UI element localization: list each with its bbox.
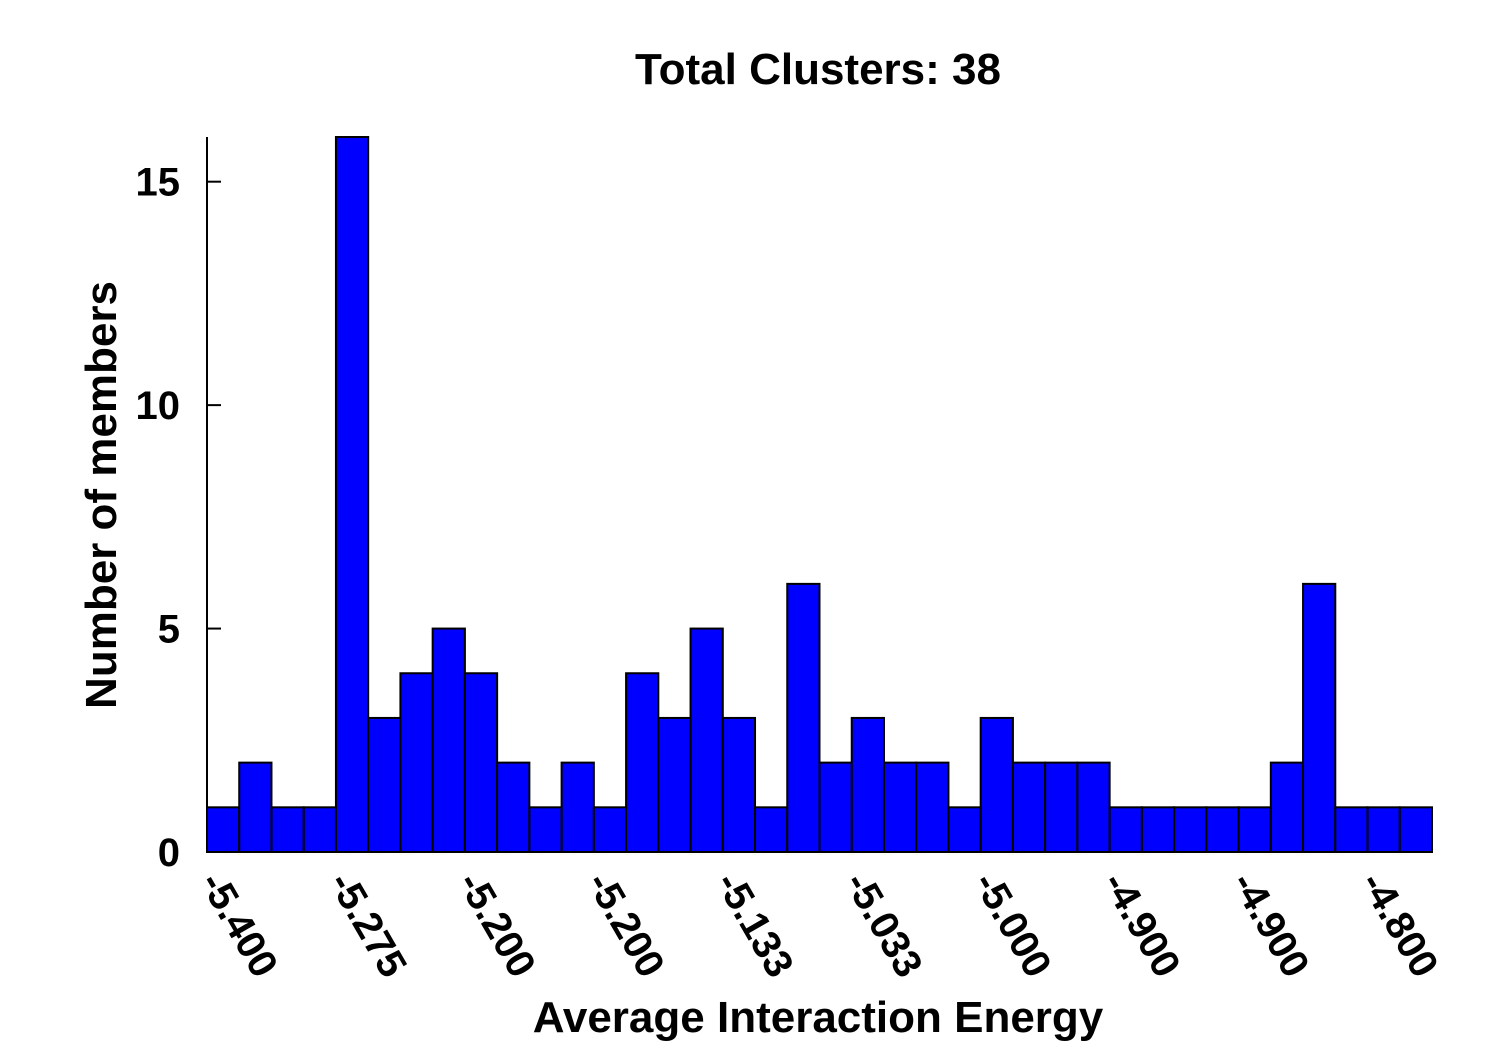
bar xyxy=(334,136,370,853)
bar xyxy=(1011,761,1047,853)
bar xyxy=(399,672,434,853)
axes-group xyxy=(206,137,1432,853)
x-axis-label: Average Interaction Energy xyxy=(533,993,1104,1042)
x-tick-label: -5.000 xyxy=(965,865,1060,985)
y-tick-label: 0 xyxy=(158,831,180,875)
bar xyxy=(496,761,531,853)
bar xyxy=(528,806,563,853)
bar xyxy=(947,806,982,853)
x-tick-label: -5.275 xyxy=(320,865,415,985)
y-tick-label: 5 xyxy=(158,608,180,652)
bar xyxy=(721,716,757,853)
bar xyxy=(625,672,660,853)
y-axis-label: Number of members xyxy=(77,281,126,709)
x-tick-label: -5.400 xyxy=(191,865,286,985)
bar xyxy=(302,806,337,853)
bar xyxy=(657,716,692,853)
bar xyxy=(689,627,724,853)
bars-group xyxy=(206,136,1434,853)
bar xyxy=(754,806,789,853)
bar xyxy=(1205,806,1240,853)
bar xyxy=(1269,761,1305,853)
bar xyxy=(1366,806,1401,853)
bar xyxy=(786,582,821,853)
x-tick-label: -4.800 xyxy=(1352,865,1447,985)
bar xyxy=(206,806,241,853)
bar xyxy=(1076,761,1111,853)
bar xyxy=(270,806,305,853)
x-ticks-group: -5.400 -5.275 -5.200 -5.200 -5.133 -5.033 -5.0… xyxy=(191,865,1446,985)
y-tick-label: 10 xyxy=(136,384,181,428)
bar xyxy=(1173,806,1208,853)
bar xyxy=(1334,806,1369,853)
bar xyxy=(1108,806,1143,853)
bar xyxy=(1044,761,1079,853)
bar xyxy=(560,761,595,853)
x-tick-label: -5.133 xyxy=(707,865,802,985)
bar xyxy=(592,806,628,853)
bar xyxy=(818,761,853,853)
x-tick-label: -5.033 xyxy=(836,865,931,985)
bar xyxy=(1302,582,1337,853)
x-tick-label: -5.200 xyxy=(449,865,544,985)
x-tick-label: -5.200 xyxy=(578,865,673,985)
bar xyxy=(431,627,466,853)
bar xyxy=(1237,806,1272,853)
bar xyxy=(1398,806,1434,853)
bar xyxy=(1140,806,1176,853)
bar xyxy=(850,716,885,853)
x-tick-label: -4.900 xyxy=(1223,865,1318,985)
y-ticks-group: 0 5 10 15 xyxy=(136,161,221,875)
bar xyxy=(463,672,499,853)
bar xyxy=(915,761,950,853)
bar xyxy=(979,716,1014,853)
x-tick-label: -4.900 xyxy=(1094,865,1189,985)
y-tick-label: 15 xyxy=(136,161,181,205)
bar xyxy=(882,761,918,853)
bar xyxy=(238,761,273,853)
bar xyxy=(367,716,402,853)
chart-title: Total Clusters: 38 xyxy=(635,45,1001,94)
